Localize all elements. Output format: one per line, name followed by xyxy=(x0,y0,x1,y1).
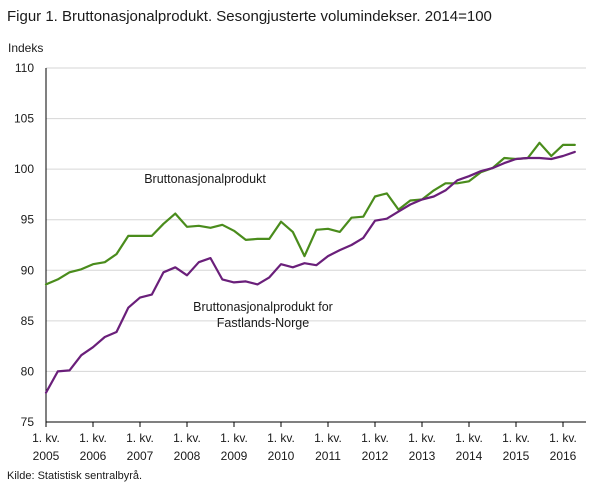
x-tick-label-year: 2005 xyxy=(33,449,60,463)
x-tick-label-quarter: 1. kv. xyxy=(220,431,248,445)
y-axis-label: Indeks xyxy=(8,41,43,55)
x-tick-label-quarter: 1. kv. xyxy=(502,431,530,445)
y-tick-label: 110 xyxy=(15,61,34,75)
x-tick-label-quarter: 1. kv. xyxy=(455,431,483,445)
axes xyxy=(45,68,586,423)
x-tick-label-year: 2013 xyxy=(409,449,436,463)
y-tick-label: 80 xyxy=(21,364,35,378)
y-tick-label: 90 xyxy=(21,263,35,277)
x-tick-label-year: 2010 xyxy=(268,449,295,463)
x-tick-labels: 1. kv. 2005 1. kv. 2006 1. kv. 2007 1. kv. 2008… xyxy=(32,422,577,463)
x-tick-label-year: 2006 xyxy=(80,449,107,463)
x-tick-label-quarter: 1. kv. xyxy=(361,431,389,445)
y-tick-labels: 75 80 85 90 95 100 105 110 xyxy=(14,61,34,429)
y-tick-label: 85 xyxy=(21,314,35,328)
y-tick-label: 95 xyxy=(21,213,35,227)
x-tick-label-quarter: 1. kv. xyxy=(549,431,577,445)
x-tick-label-year: 2009 xyxy=(221,449,248,463)
x-tick-label-quarter: 1. kv. xyxy=(79,431,107,445)
y-tick-label: 105 xyxy=(14,112,34,126)
x-tick-label-quarter: 1. kv. xyxy=(267,431,295,445)
gridlines xyxy=(46,67,586,372)
series-label-0: Bruttonasjonalprodukt xyxy=(144,172,266,186)
x-tick-label-year: 2008 xyxy=(174,449,201,463)
x-tick-label-year: 2007 xyxy=(127,449,154,463)
y-tick-label: 75 xyxy=(21,415,35,429)
source-note: Kilde: Statistisk sentralbyrå. xyxy=(7,470,143,482)
series-line-1 xyxy=(44,150,576,394)
x-tick-label-quarter: 1. kv. xyxy=(314,431,342,445)
y-tick-label: 100 xyxy=(14,162,34,176)
x-tick-label-quarter: 1. kv. xyxy=(408,431,436,445)
series-labels: Bruttonasjonalprodukt Bruttonasjonalprodu… xyxy=(144,172,333,330)
chart-title: Figur 1. Bruttonasjonalprodukt. Sesongju… xyxy=(7,8,492,25)
x-tick-label-year: 2011 xyxy=(315,449,341,463)
x-tick-label-quarter: 1. kv. xyxy=(32,431,60,445)
series-label-1: Bruttonasjonalprodukt for xyxy=(193,300,333,314)
x-tick-label-year: 2014 xyxy=(456,449,483,463)
series-label-1: Fastlands-Norge xyxy=(217,316,309,330)
x-tick-label-quarter: 1. kv. xyxy=(173,431,201,445)
x-tick-label-year: 2012 xyxy=(362,449,389,463)
x-tick-label-year: 2016 xyxy=(550,449,577,463)
series-lines xyxy=(44,141,576,394)
x-tick-label-year: 2015 xyxy=(503,449,530,463)
x-tick-label-quarter: 1. kv. xyxy=(126,431,154,445)
